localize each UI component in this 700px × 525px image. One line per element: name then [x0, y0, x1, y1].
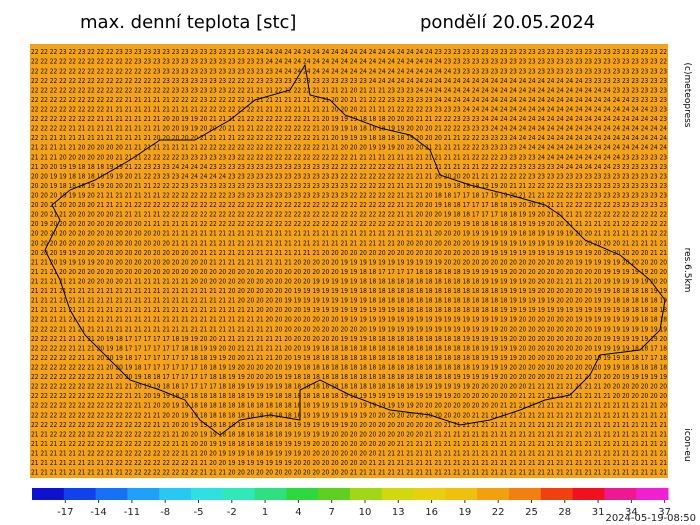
value-row: 21 21 21 21 21 21 22 22 22 22 22 22 22 2… — [31, 450, 667, 458]
value-row: 20 20 20 19 19 20 20 20 20 20 20 20 20 2… — [31, 249, 667, 257]
value-row: 22 22 22 21 21 21 21 20 19 18 17 17 17 1… — [31, 335, 667, 343]
copyright: (c)meteopress — [682, 63, 692, 128]
colorbar-segment — [63, 488, 97, 500]
value-row: 21 21 21 21 21 21 21 21 21 21 21 21 21 2… — [31, 287, 667, 295]
value-row: 22 22 22 22 22 22 22 22 22 22 22 21 21 2… — [31, 402, 667, 410]
value-row: 22 22 22 22 22 22 22 22 22 22 22 22 21 2… — [31, 411, 667, 419]
colorbar-segment — [509, 488, 542, 500]
value-row: 21 21 21 20 20 20 20 20 20 20 20 20 20 2… — [31, 268, 667, 276]
value-row: 22 22 22 22 22 22 22 22 22 22 22 22 22 2… — [31, 86, 667, 94]
value-row: 20 20 20 20 20 20 20 20 20 20 20 20 20 2… — [31, 239, 667, 247]
colorbar-label: 28 — [558, 507, 571, 518]
colorbar-label: 13 — [392, 507, 405, 518]
value-row: 22 22 22 22 22 22 22 22 22 22 21 21 21 2… — [31, 96, 667, 104]
value-row: 21 21 20 19 19 19 19 20 20 20 20 20 20 2… — [31, 258, 667, 266]
colorbar-segment — [286, 488, 319, 500]
colorbar-label: 10 — [359, 507, 372, 518]
colorbar-segment — [572, 488, 605, 500]
colorbar-label: 1 — [262, 507, 268, 518]
colorbar-label: 22 — [492, 507, 505, 518]
border — [44, 63, 666, 436]
colorbar-segment — [254, 488, 287, 500]
value-row: 20 20 21 20 20 20 20 21 21 21 21 22 22 2… — [31, 201, 667, 209]
value-row: 22 22 22 22 21 21 21 21 21 21 21 21 21 2… — [31, 125, 667, 133]
value-row: 21 21 21 21 21 21 21 21 21 21 21 21 21 2… — [31, 306, 667, 314]
value-row: 22 22 22 22 22 21 21 20 20 19 18 17 17 1… — [31, 354, 667, 362]
colorbar-label: -11 — [124, 507, 140, 518]
value-row: 22 21 21 21 21 21 21 21 21 21 21 21 21 2… — [31, 316, 667, 324]
date: pondělí 20.05.2024 — [420, 12, 595, 33]
model: icon-eu — [682, 428, 692, 461]
colorbar-segment — [445, 488, 478, 500]
colorbar-label: -2 — [227, 507, 237, 518]
value-row: 20 20 20 19 19 19 20 21 21 21 21 21 21 2… — [31, 192, 667, 200]
value-row: 22 22 22 23 22 23 22 22 22 23 23 23 23 2… — [31, 48, 667, 56]
issued: 2024-05-19-08:50 — [605, 513, 696, 524]
value-row: 20 20 20 20 20 20 20 20 20 20 20 20 20 2… — [31, 230, 667, 238]
value-row: 21 21 21 21 21 20 20 20 20 20 21 21 21 2… — [31, 278, 667, 286]
colorbar-label: 7 — [328, 507, 334, 518]
colorbar-segment — [604, 488, 637, 500]
value-row: 22 22 22 22 22 22 22 21 21 21 21 21 21 2… — [31, 115, 667, 123]
value-row: 22 22 22 22 22 22 22 22 22 22 22 22 22 2… — [31, 67, 667, 75]
colorbar-label: 25 — [525, 507, 538, 518]
value-row: 22 22 22 21 21 21 21 21 21 21 21 21 21 2… — [31, 325, 667, 333]
value-row: 22 21 21 21 21 21 21 21 21 21 21 21 21 2… — [31, 134, 667, 142]
value-row: 21 21 21 21 21 21 21 21 22 22 22 22 22 2… — [31, 459, 667, 467]
colorbar-label: 4 — [295, 507, 301, 518]
value-row: 22 22 22 22 22 22 22 22 21 21 21 20 19 1… — [31, 383, 667, 391]
colorbar-segment — [381, 488, 415, 500]
value-row: 20 20 19 18 18 18 19 19 20 20 20 21 21 2… — [31, 182, 667, 190]
colorbar-segment — [191, 488, 224, 500]
value-row: 22 22 22 22 22 22 22 22 21 21 21 21 21 2… — [31, 106, 667, 114]
colorbar-label: 16 — [425, 507, 438, 518]
value-row: 22 22 22 22 22 22 22 21 21 20 20 19 18 1… — [31, 373, 667, 381]
value-row: 20 20 21 21 20 20 20 20 20 21 21 21 21 2… — [31, 211, 667, 219]
colorbar-label: 37 — [658, 507, 671, 518]
colorbar-segment — [95, 488, 128, 500]
value-row: 22 22 22 22 22 22 22 22 22 22 22 22 22 2… — [31, 421, 667, 429]
colorbar-label: 34 — [625, 507, 638, 518]
colorbar-label: 31 — [592, 507, 605, 518]
value-row: 22 22 22 22 21 21 21 20 19 18 17 17 17 1… — [31, 344, 667, 352]
value-row: 21 21 21 21 21 21 21 21 21 21 21 21 21 2… — [31, 297, 667, 305]
colorbar-segment — [127, 488, 160, 500]
value-row: 21 21 21 21 21 21 21 21 21 21 22 22 22 2… — [31, 469, 667, 477]
colorbar-label: -14 — [90, 507, 106, 518]
colorbar-segment — [222, 488, 256, 500]
colorbar-label: -17 — [57, 507, 73, 518]
colorbar-segment — [413, 488, 446, 500]
value-row: 22 22 22 22 22 22 22 22 22 22 22 23 23 2… — [31, 58, 667, 66]
colorbar-label: 19 — [459, 507, 472, 518]
value-row: 20 19 20 20 20 20 20 20 20 20 20 20 21 2… — [31, 220, 667, 228]
value-row: 21 21 22 22 22 22 22 22 22 22 22 22 22 2… — [31, 430, 667, 438]
colorbar-label: -5 — [193, 507, 203, 518]
resolution: res.6.5km — [682, 248, 692, 293]
colorbar-segment — [540, 488, 574, 500]
title: max. denní teplota [stc] — [80, 12, 296, 33]
value-row: 21 20 20 19 19 18 18 18 19 19 21 22 23 2… — [31, 163, 667, 171]
value-row: 22 22 22 22 22 22 22 22 22 22 21 21 20 1… — [31, 392, 667, 400]
colorbar-segment — [159, 488, 192, 500]
colorbar-segment — [350, 488, 383, 500]
colorbar-segment — [477, 488, 510, 500]
value-row: 21 21 21 21 22 22 22 22 22 22 22 22 22 2… — [31, 440, 667, 448]
colorbar-segment — [318, 488, 351, 500]
colorbar-label: -8 — [160, 507, 170, 518]
value-row: 21 21 21 21 21 20 20 20 20 20 21 21 21 2… — [31, 144, 667, 152]
value-row: 22 22 22 22 22 22 21 21 20 20 19 18 17 1… — [31, 364, 667, 372]
value-row: 21 21 21 20 20 20 20 20 20 21 21 21 22 2… — [31, 153, 667, 161]
colorbar-segment — [636, 488, 669, 500]
value-row: 20 20 19 19 18 18 18 18 19 19 20 21 22 2… — [31, 172, 667, 180]
value-row: 22 22 22 22 22 22 22 22 22 22 22 22 22 2… — [31, 77, 667, 85]
colorbar-segment — [32, 488, 65, 500]
